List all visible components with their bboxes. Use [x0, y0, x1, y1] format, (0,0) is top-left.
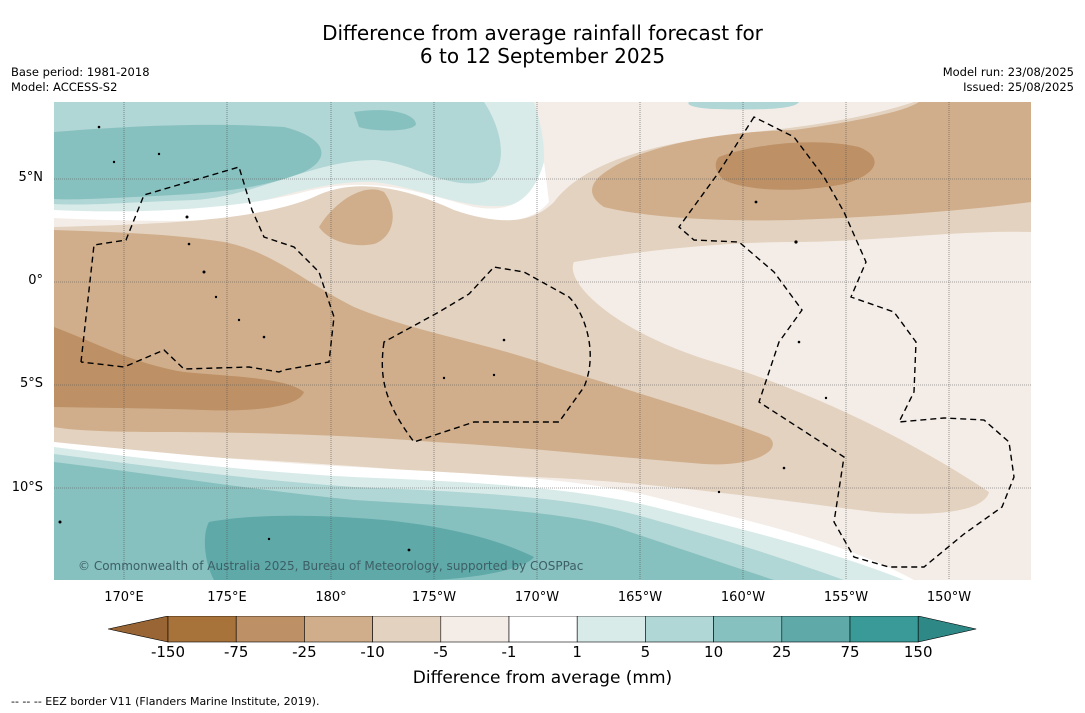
colorbar-tick-label: -5 [433, 643, 449, 661]
north-teal-top [688, 102, 799, 110]
colorbar-tick-label: 5 [640, 643, 651, 661]
colorbar-tick-label: -150 [150, 643, 186, 661]
colorbar-tick-label: 75 [840, 643, 860, 661]
issued-date: Issued: 25/08/2025 [963, 80, 1074, 94]
north-tan-blob [319, 189, 393, 246]
colorbar-cell [235, 616, 305, 643]
title-line-2: 6 to 12 September 2025 [419, 44, 666, 68]
colorbar-cell [372, 616, 442, 643]
map-title: Difference from average rainfall forecas… [0, 22, 1085, 68]
base-period: Base period: 1981-2018 [11, 65, 150, 79]
lon-label-165w: 165°W [617, 590, 663, 605]
colorbar-tick-label: 10 [704, 643, 724, 661]
eez-west [80, 166, 335, 373]
colorbar-cell [713, 616, 783, 643]
rainfall-anomaly-map [54, 102, 1031, 580]
title-line-1: Difference from average rainfall forecas… [322, 21, 763, 45]
colorbar-tick-label: 1 [572, 643, 582, 661]
islands [58, 125, 828, 552]
colorbar-cell [508, 616, 578, 643]
colorbar-tick-label: 150 [903, 643, 933, 661]
lat-label-0: 0° [28, 273, 43, 288]
north-teal-blob [354, 110, 416, 131]
colorbar [108, 616, 977, 643]
colorbar-title: Difference from average (mm) [412, 668, 673, 688]
lat-label-5n: 5°N [18, 170, 44, 185]
south-teal-dark [204, 515, 534, 580]
colorbar-tick-label: -25 [292, 643, 317, 661]
lat-label-5s: 5°S [19, 376, 43, 391]
colorbar-tick-label: -1 [501, 643, 517, 661]
colorbar-tick-label: -75 [223, 643, 249, 661]
eez-east [678, 116, 1015, 568]
eez-central [381, 266, 591, 443]
north-teal-mid [54, 124, 322, 200]
colorbar-cell [304, 616, 373, 643]
eez-footer-note: -- -- -- EEZ border V11 (Flanders Marine… [11, 695, 320, 708]
colorbar-tick-label: -10 [360, 643, 385, 661]
colorbar-cell [167, 616, 237, 643]
colorbar-cell [645, 616, 714, 643]
map-credit: © Commonwealth of Australia 2025, Bureau… [78, 559, 584, 573]
lon-label-155w: 155°W [823, 590, 869, 605]
lon-label-175e: 175°E [207, 590, 247, 605]
colorbar-cell [576, 616, 646, 643]
model-name: Model: ACCESS-S2 [11, 80, 118, 94]
lon-label-180: 180° [315, 590, 347, 605]
lat-label-10s: 10°S [11, 480, 43, 495]
eez-borders [80, 116, 1015, 568]
lon-label-170e: 170°E [104, 590, 144, 605]
meta-left: Base period: 1981-2018 Model: ACCESS-S2 [11, 65, 150, 95]
lon-label-170w: 170°W [514, 590, 560, 605]
west-brown-dark [54, 327, 304, 411]
colorbar-cell [440, 616, 510, 643]
colorbar-cell [849, 616, 919, 643]
lon-label-150w: 150°W [926, 590, 972, 605]
model-run: Model run: 23/08/2025 [942, 65, 1074, 79]
colorbar-cell [781, 616, 851, 643]
colorbar-tick-label: 25 [772, 643, 792, 661]
colorbar-under-arrow [108, 616, 169, 643]
lon-label-160w: 160°W [720, 590, 766, 605]
meta-right: Model run: 23/08/2025 Issued: 25/08/2025 [943, 65, 1074, 95]
colorbar-over-arrow [917, 616, 977, 643]
lon-label-175w: 175°W [411, 590, 457, 605]
ne-brown-dark [715, 142, 875, 190]
colorbar-cells [108, 616, 977, 643]
